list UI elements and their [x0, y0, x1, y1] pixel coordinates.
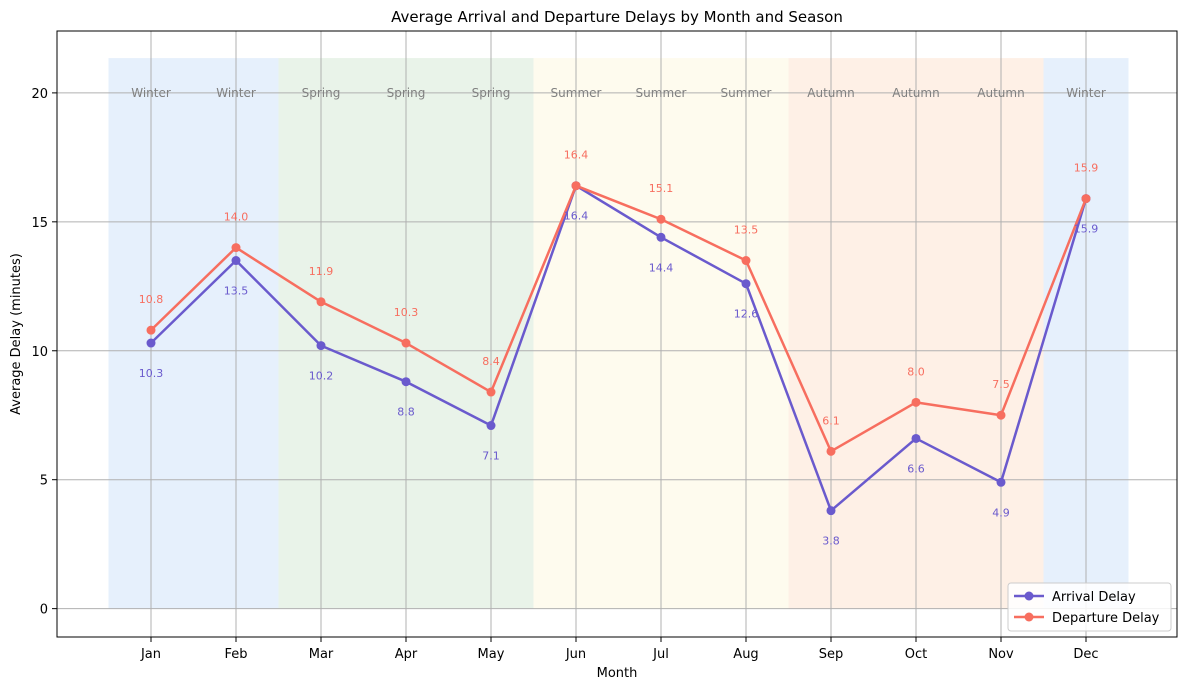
x-tick-label: May	[478, 647, 505, 662]
x-tick-label: Jun	[565, 647, 586, 662]
data-label: 15.9	[1074, 223, 1099, 236]
legend-label: Arrival Delay	[1052, 590, 1136, 605]
x-tick-label: Jul	[652, 647, 669, 662]
data-point	[146, 338, 156, 348]
data-label: 8.8	[397, 406, 415, 419]
data-label: 10.3	[139, 367, 164, 380]
series-layer	[146, 181, 1091, 516]
y-tick-label: 5	[40, 474, 48, 489]
data-label: 13.5	[224, 285, 249, 298]
season-label: Spring	[387, 86, 426, 100]
data-label: 15.9	[1074, 162, 1099, 175]
data-point	[656, 232, 666, 242]
legend-marker	[1024, 591, 1034, 601]
y-tick-label: 15	[31, 216, 48, 231]
y-axis-title: Average Delay (minutes)	[9, 253, 24, 415]
data-labels: 10.3 13.5 10.2 8.8 7.1 16.4 14.4 12.6 3.8 6.6 4.9 1…	[139, 149, 1099, 548]
data-label: 6.6	[907, 462, 925, 475]
data-label: 12.6	[734, 308, 759, 321]
data-label: 7.5	[992, 378, 1010, 391]
data-label: 14.0	[224, 211, 249, 224]
legend-label: Departure Delay	[1052, 611, 1160, 626]
x-axis-title: Month	[597, 666, 638, 681]
y-tick-label: 20	[31, 87, 48, 102]
season-label: Spring	[472, 86, 511, 100]
data-label: 10.3	[394, 306, 419, 319]
data-point	[571, 181, 581, 191]
data-point	[911, 397, 921, 407]
season-bands	[108, 58, 1129, 609]
data-point	[656, 214, 666, 224]
chart-title: Average Arrival and Departure Delays by …	[391, 8, 843, 26]
season-labels: Winter Winter Spring Spring Spring Summer Summ…	[131, 86, 1106, 100]
series-line-arrival-delay	[150, 184, 1088, 512]
x-tick-label: Dec	[1073, 647, 1098, 662]
season-label: Autumn	[807, 86, 854, 100]
data-label: 3.8	[822, 535, 840, 548]
data-label: 15.1	[649, 182, 674, 195]
data-label: 4.9	[992, 506, 1010, 519]
data-point	[146, 325, 156, 335]
x-tick-label: Feb	[224, 647, 247, 662]
legend-box	[1007, 582, 1172, 632]
legend: Arrival Delay Departure Delay	[1007, 582, 1172, 632]
data-point	[231, 243, 241, 253]
data-point	[316, 297, 326, 307]
legend-marker	[1024, 612, 1034, 622]
data-point	[401, 377, 411, 387]
x-tick-label: Sep	[819, 647, 844, 662]
data-point	[1081, 194, 1091, 204]
season-band-winter	[108, 58, 279, 609]
data-label: 8.4	[482, 355, 500, 368]
season-label: Spring	[302, 86, 341, 100]
x-tick-label: Nov	[988, 647, 1014, 662]
data-label: 13.5	[734, 224, 759, 237]
season-label: Winter	[131, 86, 171, 100]
data-point	[741, 256, 751, 266]
x-tick-label: Oct	[905, 647, 927, 662]
x-axis-ticks: Jan Feb Mar Apr May Jun Jul Aug Sep Oct Nov Dec	[140, 637, 1099, 662]
x-tick-label: Jan	[140, 647, 161, 662]
y-tick-label: 10	[31, 345, 48, 360]
data-label: 10.2	[309, 370, 334, 383]
season-label: Summer	[551, 86, 602, 100]
x-tick-label: Aug	[733, 647, 758, 662]
series-line-departure-delay	[150, 184, 1088, 453]
data-label: 8.0	[907, 365, 925, 378]
data-label: 11.9	[309, 265, 334, 278]
data-point	[486, 421, 496, 431]
data-point	[911, 433, 921, 443]
data-point	[316, 341, 326, 351]
data-label: 16.4	[564, 149, 589, 162]
data-point	[826, 446, 836, 456]
x-tick-label: Mar	[309, 647, 334, 662]
data-label: 16.4	[564, 210, 589, 223]
y-tick-label: 0	[40, 603, 48, 618]
data-point	[826, 506, 836, 516]
data-point	[401, 338, 411, 348]
data-label: 7.1	[482, 450, 500, 463]
data-point	[741, 279, 751, 289]
y-axis-ticks: 0 5 10 15 20	[31, 87, 57, 618]
season-label: Autumn	[892, 86, 939, 100]
season-label: Summer	[721, 86, 772, 100]
season-label: Winter	[216, 86, 256, 100]
season-label: Autumn	[977, 86, 1024, 100]
data-point	[486, 387, 496, 397]
plot-frame	[56, 30, 1178, 638]
season-label: Winter	[1066, 86, 1106, 100]
data-point	[231, 256, 241, 266]
data-label: 10.8	[139, 293, 164, 306]
data-label: 6.1	[822, 414, 840, 427]
season-label: Summer	[636, 86, 687, 100]
data-point	[996, 477, 1006, 487]
data-label: 14.4	[649, 261, 674, 274]
data-point	[996, 410, 1006, 420]
x-tick-label: Apr	[395, 647, 418, 662]
